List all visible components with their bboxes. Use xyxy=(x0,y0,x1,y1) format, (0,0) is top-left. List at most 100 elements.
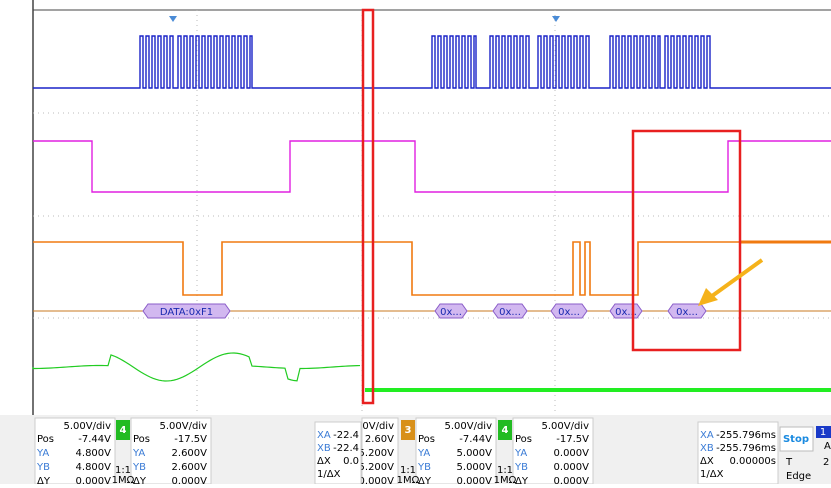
row-value: 0.000V xyxy=(172,476,208,484)
channel-badge[interactable] xyxy=(401,420,415,440)
cursor-label: 1/ΔX xyxy=(700,469,724,480)
row-label: ΔY xyxy=(133,476,147,484)
panel xyxy=(361,417,399,485)
cursor-label: XB xyxy=(700,443,714,454)
row-label: YA xyxy=(132,448,145,459)
stop-button[interactable] xyxy=(779,426,814,452)
row-label: YA xyxy=(514,448,527,459)
channel-4-waveform xyxy=(32,352,361,382)
stop-label: Stop xyxy=(783,434,809,445)
impedance: 1MΩ xyxy=(112,475,135,484)
panel xyxy=(512,417,594,485)
cursor-value: -22.4 xyxy=(333,443,359,454)
cursor-value: -255.796ms xyxy=(716,430,776,441)
cursor-value: 0.0 xyxy=(343,456,359,467)
scale: 5.00V/div xyxy=(63,421,111,432)
cursor-label: 1/ΔX xyxy=(317,469,341,480)
channel-2-waveform xyxy=(33,140,831,193)
row-label: YB xyxy=(36,462,50,473)
cursor-value: -255.796ms xyxy=(716,443,776,454)
row-label: ΔY xyxy=(515,476,529,484)
channel-number: 4 xyxy=(120,425,127,436)
decode-box xyxy=(492,303,528,319)
arrow xyxy=(710,258,764,298)
scale: 0V/div xyxy=(362,421,394,432)
decode-label: 0x... xyxy=(499,307,521,318)
row-label: YA xyxy=(417,448,430,459)
row-value: 2.600V xyxy=(172,462,208,473)
impedance: 1MΩ xyxy=(494,475,517,484)
row-value: 0.000V xyxy=(76,476,112,484)
cursor-label: XA xyxy=(700,430,714,441)
coupling: 1:1 xyxy=(400,465,416,476)
scale: 5.00V/div xyxy=(541,421,589,432)
row-value: -7.44V xyxy=(459,434,492,445)
row-value: 0.000V xyxy=(457,476,493,484)
highlight-box xyxy=(631,129,742,352)
row-value: 2.600V xyxy=(172,448,208,459)
channel-1-waveform xyxy=(33,35,831,89)
trigger-badge xyxy=(816,426,831,438)
row-label: YB xyxy=(132,462,146,473)
highlight-box xyxy=(361,8,375,405)
decode-labels: DATA:0xF1 0x... 0x... 0x... 0x... 0x... xyxy=(142,303,707,319)
cursor-label: ΔX xyxy=(317,456,331,467)
impedance: 1MΩ xyxy=(397,475,420,484)
trigger-label: T xyxy=(785,457,793,468)
row-value: 0.000V xyxy=(554,476,590,484)
row-label: YB xyxy=(417,462,431,473)
row-value: 5.000V xyxy=(457,462,493,473)
row-label: YB xyxy=(514,462,528,473)
channel-badge[interactable] xyxy=(498,420,512,440)
decode-box xyxy=(434,303,468,319)
decode-label: DATA:0xF1 xyxy=(160,307,213,318)
cursor-value: 0.00000s xyxy=(729,456,776,467)
coupling: 1:1 xyxy=(115,465,131,476)
row-label: Pos xyxy=(418,434,435,445)
row-value: 4.800V xyxy=(76,462,112,473)
decode-box xyxy=(550,303,588,319)
scale: 5.00V/div xyxy=(159,421,207,432)
channel-number: 3 xyxy=(405,425,412,436)
decode-label: 0x... xyxy=(440,307,462,318)
decode-box xyxy=(142,303,231,319)
row-value: 5.200V xyxy=(359,462,395,473)
cursor-value: -22.4 xyxy=(333,430,359,441)
row-value: 0.000V xyxy=(554,462,590,473)
trigger-badge-label: 1 xyxy=(820,427,826,438)
cursor-label: XA xyxy=(317,430,331,441)
channel-3-waveform xyxy=(33,241,740,296)
decode-label: 0x... xyxy=(558,307,580,318)
panel xyxy=(130,417,212,485)
row-value: 4.800V xyxy=(76,448,112,459)
trigger-marker xyxy=(169,16,177,22)
trigger-value: 2 xyxy=(823,457,829,468)
scale: 5.00V/div xyxy=(444,421,492,432)
row-label: YA xyxy=(36,448,49,459)
row-value: -7.44V xyxy=(78,434,111,445)
row-label: Pos xyxy=(515,434,532,445)
row-value: -17.5V xyxy=(556,434,589,445)
row-value: -17.5V xyxy=(174,434,207,445)
cursor-label: ΔX xyxy=(700,456,714,467)
row-label: ΔY xyxy=(37,476,51,484)
decode-label: 0x... xyxy=(615,307,637,318)
row-value: 5.000V xyxy=(457,448,493,459)
trigger-label: Edge xyxy=(786,471,811,482)
trigger-mode: A xyxy=(824,441,831,452)
row-value: 0.000V xyxy=(359,476,395,484)
cursor-label: XB xyxy=(317,443,331,454)
row-value: 5.200V xyxy=(359,448,395,459)
row-value: 2.60V xyxy=(365,434,394,445)
row-label: Pos xyxy=(37,434,54,445)
channel-badge[interactable] xyxy=(116,420,130,440)
row-value: 0.000V xyxy=(554,448,590,459)
coupling: 1:1 xyxy=(497,465,513,476)
decode-box xyxy=(667,303,707,319)
channel-number: 4 xyxy=(502,425,509,436)
trigger-marker xyxy=(552,16,560,22)
decode-label: 0x... xyxy=(676,307,698,318)
row-label: Pos xyxy=(133,434,150,445)
